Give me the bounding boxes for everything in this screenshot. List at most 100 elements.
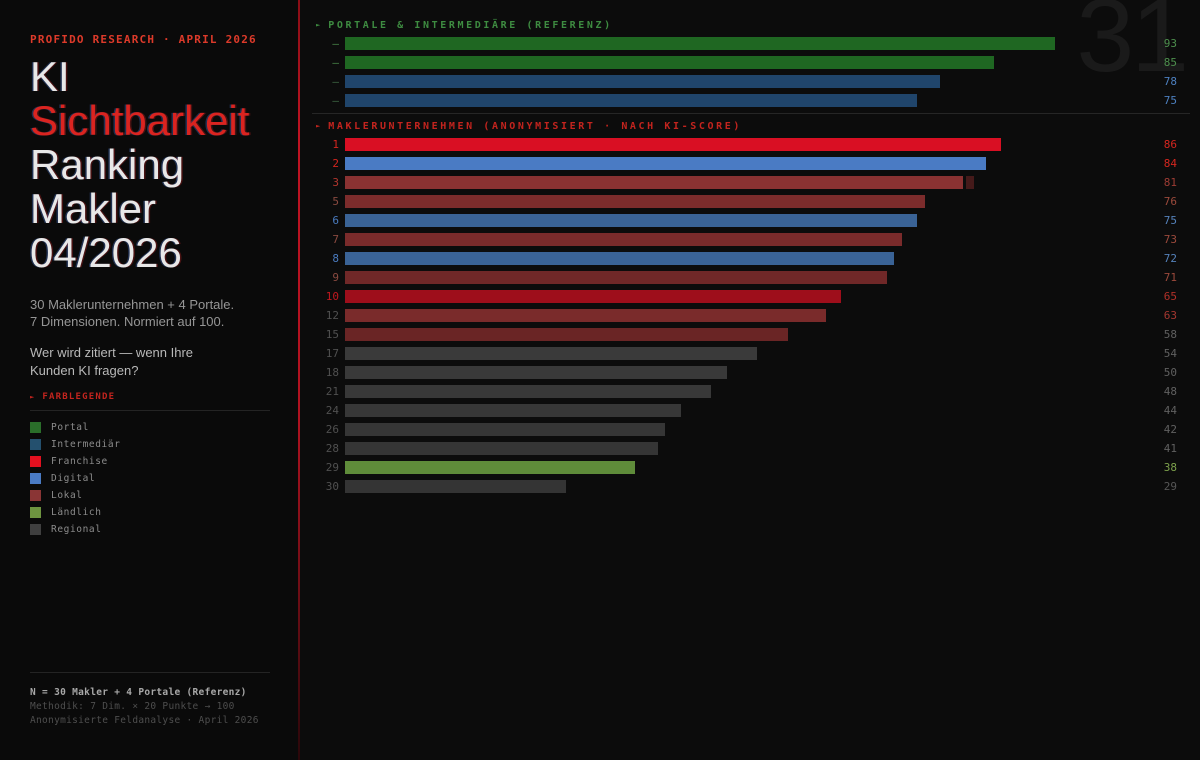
- sidebar: PROFIDO RESEARCH · APRIL 2026 KI Sichtbar…: [0, 0, 300, 760]
- bar-row: — 85: [312, 56, 1177, 69]
- score-bar: [345, 328, 788, 341]
- legend-item: Portal: [30, 422, 270, 433]
- red-separator-line: [298, 0, 300, 760]
- legend-item-label: Ländlich: [51, 507, 102, 518]
- score-bar: [345, 37, 1055, 50]
- score-bar: [345, 176, 964, 189]
- score-bar: [345, 271, 887, 284]
- bar-track: [345, 157, 1108, 170]
- chart-area: 31 ► PORTALE & INTERMEDIÄRE (REFERENZ) —93…: [300, 0, 1200, 760]
- legend-color-swatch: [30, 490, 41, 501]
- rank-label: 6: [332, 214, 339, 227]
- rank-label: 15: [325, 328, 339, 341]
- score-bar: [345, 195, 925, 208]
- rank-label: 5: [332, 195, 339, 208]
- rank-label: 12: [325, 309, 339, 322]
- section-title: PORTALE & INTERMEDIÄRE (REFERENZ): [328, 20, 613, 31]
- score-value: 54: [1163, 347, 1177, 360]
- bar-track: [345, 37, 1108, 50]
- legend-item-label: Intermediär: [51, 439, 121, 450]
- score-value: 84: [1163, 157, 1177, 170]
- score-value: 81: [1163, 176, 1177, 189]
- bar-track: [345, 195, 1108, 208]
- legend-list: Portal Intermediär Franchise Digital Lokal Lä…: [30, 422, 270, 535]
- bar-row: 30 29: [312, 480, 1177, 493]
- bar-row: 24 44: [312, 404, 1177, 417]
- bar-track: [345, 138, 1108, 151]
- score-bar: [345, 366, 727, 379]
- bar-track: [345, 385, 1108, 398]
- question-line: Wer wird zitiert — wenn Ihre: [30, 345, 194, 360]
- score-value: 41: [1163, 442, 1177, 455]
- score-value: 73: [1163, 233, 1177, 246]
- score-value: 72: [1163, 252, 1177, 265]
- legend-item: Digital: [30, 473, 270, 484]
- score-value: 38: [1163, 461, 1177, 474]
- legend-color-swatch: [30, 439, 41, 450]
- bar-track: [345, 75, 1108, 88]
- score-bar: [345, 138, 1002, 151]
- bar-track: [345, 347, 1108, 360]
- rank-label: 30: [325, 480, 339, 493]
- section-title: MAKLERUNTERNEHMEN (ANONYMISIERT · NACH K…: [328, 121, 743, 132]
- bar-row: 9 71: [312, 271, 1177, 284]
- arrow-right-icon: ►: [30, 393, 36, 401]
- bar-row: 17 54: [312, 347, 1177, 360]
- legend-divider: [30, 410, 270, 411]
- rank-label: 9: [332, 271, 339, 284]
- rank-label: 2: [332, 157, 339, 170]
- score-bar: [345, 233, 902, 246]
- score-value: 58: [1163, 328, 1177, 341]
- legend-item-label: Franchise: [51, 456, 108, 467]
- score-value: 93: [1163, 37, 1177, 50]
- bar-track: [345, 328, 1108, 341]
- watermark-31: 31: [1076, 0, 1189, 94]
- rank-label: 28: [325, 442, 339, 455]
- score-bar: [345, 214, 918, 227]
- score-value: 65: [1163, 290, 1177, 303]
- score-value: 78: [1163, 75, 1177, 88]
- title-line: Sichtbarkeit: [30, 97, 250, 144]
- bar-row: 1 86: [312, 138, 1177, 151]
- rank-label: 8: [332, 252, 339, 265]
- score-value: 85: [1163, 56, 1177, 69]
- score-bar: [345, 480, 567, 493]
- score-value: 50: [1163, 366, 1177, 379]
- rank-label: 18: [325, 366, 339, 379]
- score-value: 63: [1163, 309, 1177, 322]
- arrow-right-icon: ►: [316, 21, 321, 29]
- title-line: KI: [30, 53, 70, 100]
- bar-row: 12 63: [312, 309, 1177, 322]
- question-line: Kunden KI fragen?: [30, 363, 139, 378]
- rank-label: 3: [332, 176, 339, 189]
- footer-line: Methodik: 7 Dim. × 20 Punkte → 100: [30, 701, 235, 712]
- section-header-makler: ► MAKLERUNTERNEHMEN (ANONYMISIERT · NACH …: [312, 121, 1177, 132]
- score-bar: [345, 385, 712, 398]
- rank-label: —: [332, 56, 339, 69]
- legend-item-label: Regional: [51, 524, 102, 535]
- bar-row: 26 42: [312, 423, 1177, 436]
- score-value: 42: [1163, 423, 1177, 436]
- bar-track: [345, 290, 1108, 303]
- score-bar: [345, 309, 826, 322]
- arrow-right-icon: ►: [316, 122, 321, 130]
- legend-item-label: Portal: [51, 422, 89, 433]
- score-bar: [345, 404, 681, 417]
- score-value: 75: [1163, 214, 1177, 227]
- bar-row: 28 41: [312, 442, 1177, 455]
- bar-track: [345, 404, 1108, 417]
- bar-chart: ► PORTALE & INTERMEDIÄRE (REFERENZ) —93—85…: [312, 20, 1190, 493]
- rank-label: 26: [325, 423, 339, 436]
- score-bar: [345, 347, 758, 360]
- footer-divider: [30, 672, 270, 673]
- section-divider: [312, 113, 1190, 114]
- bar-row: 3 81: [312, 176, 1177, 189]
- rank-label: —: [332, 37, 339, 50]
- score-value: 71: [1163, 271, 1177, 284]
- legend-item: Regional: [30, 524, 270, 535]
- legend-color-swatch: [30, 473, 41, 484]
- rank-label: 21: [325, 385, 339, 398]
- subtitle: 30 Maklerunternehmen + 4 Portale. 7 Dimen…: [30, 296, 270, 330]
- legend-item: Intermediär: [30, 439, 270, 450]
- rank-label: 7: [332, 233, 339, 246]
